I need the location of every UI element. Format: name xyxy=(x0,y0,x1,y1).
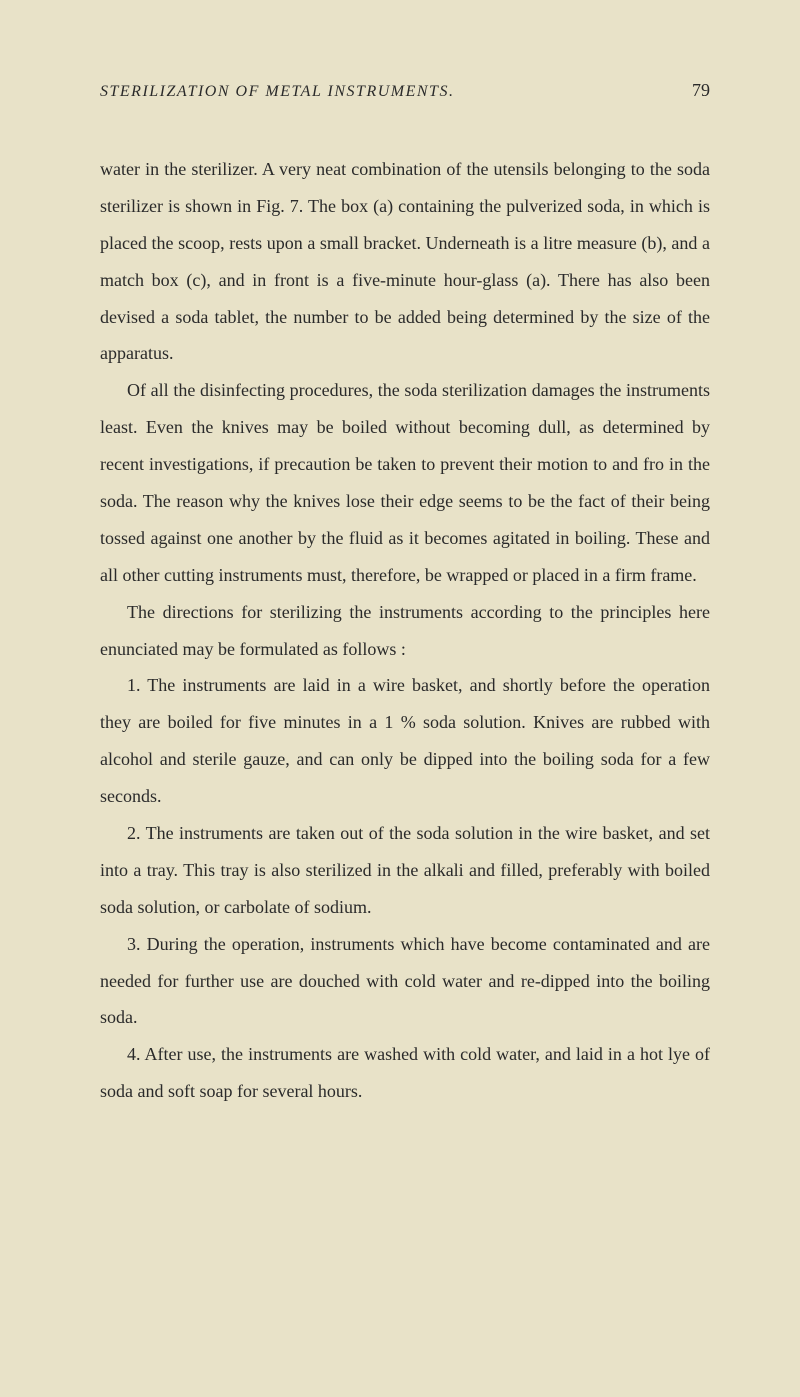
header-title: STERILIZATION OF METAL INSTRUMENTS. xyxy=(100,83,454,101)
paragraph: 4. After use, the instruments are washed… xyxy=(100,1036,710,1110)
paragraph: 3. During the operation, instruments whi… xyxy=(100,926,710,1037)
paragraph: 1. The instruments are laid in a wire ba… xyxy=(100,667,710,815)
paragraph: water in the sterilizer. A very neat com… xyxy=(100,151,710,372)
body-content: water in the sterilizer. A very neat com… xyxy=(100,151,710,1110)
page-header: STERILIZATION OF METAL INSTRUMENTS. 79 xyxy=(100,80,710,101)
page-number: 79 xyxy=(692,80,710,101)
paragraph: Of all the disinfecting procedures, the … xyxy=(100,372,710,593)
paragraph: 2. The instruments are taken out of the … xyxy=(100,815,710,926)
paragraph: The directions for sterilizing the instr… xyxy=(100,594,710,668)
